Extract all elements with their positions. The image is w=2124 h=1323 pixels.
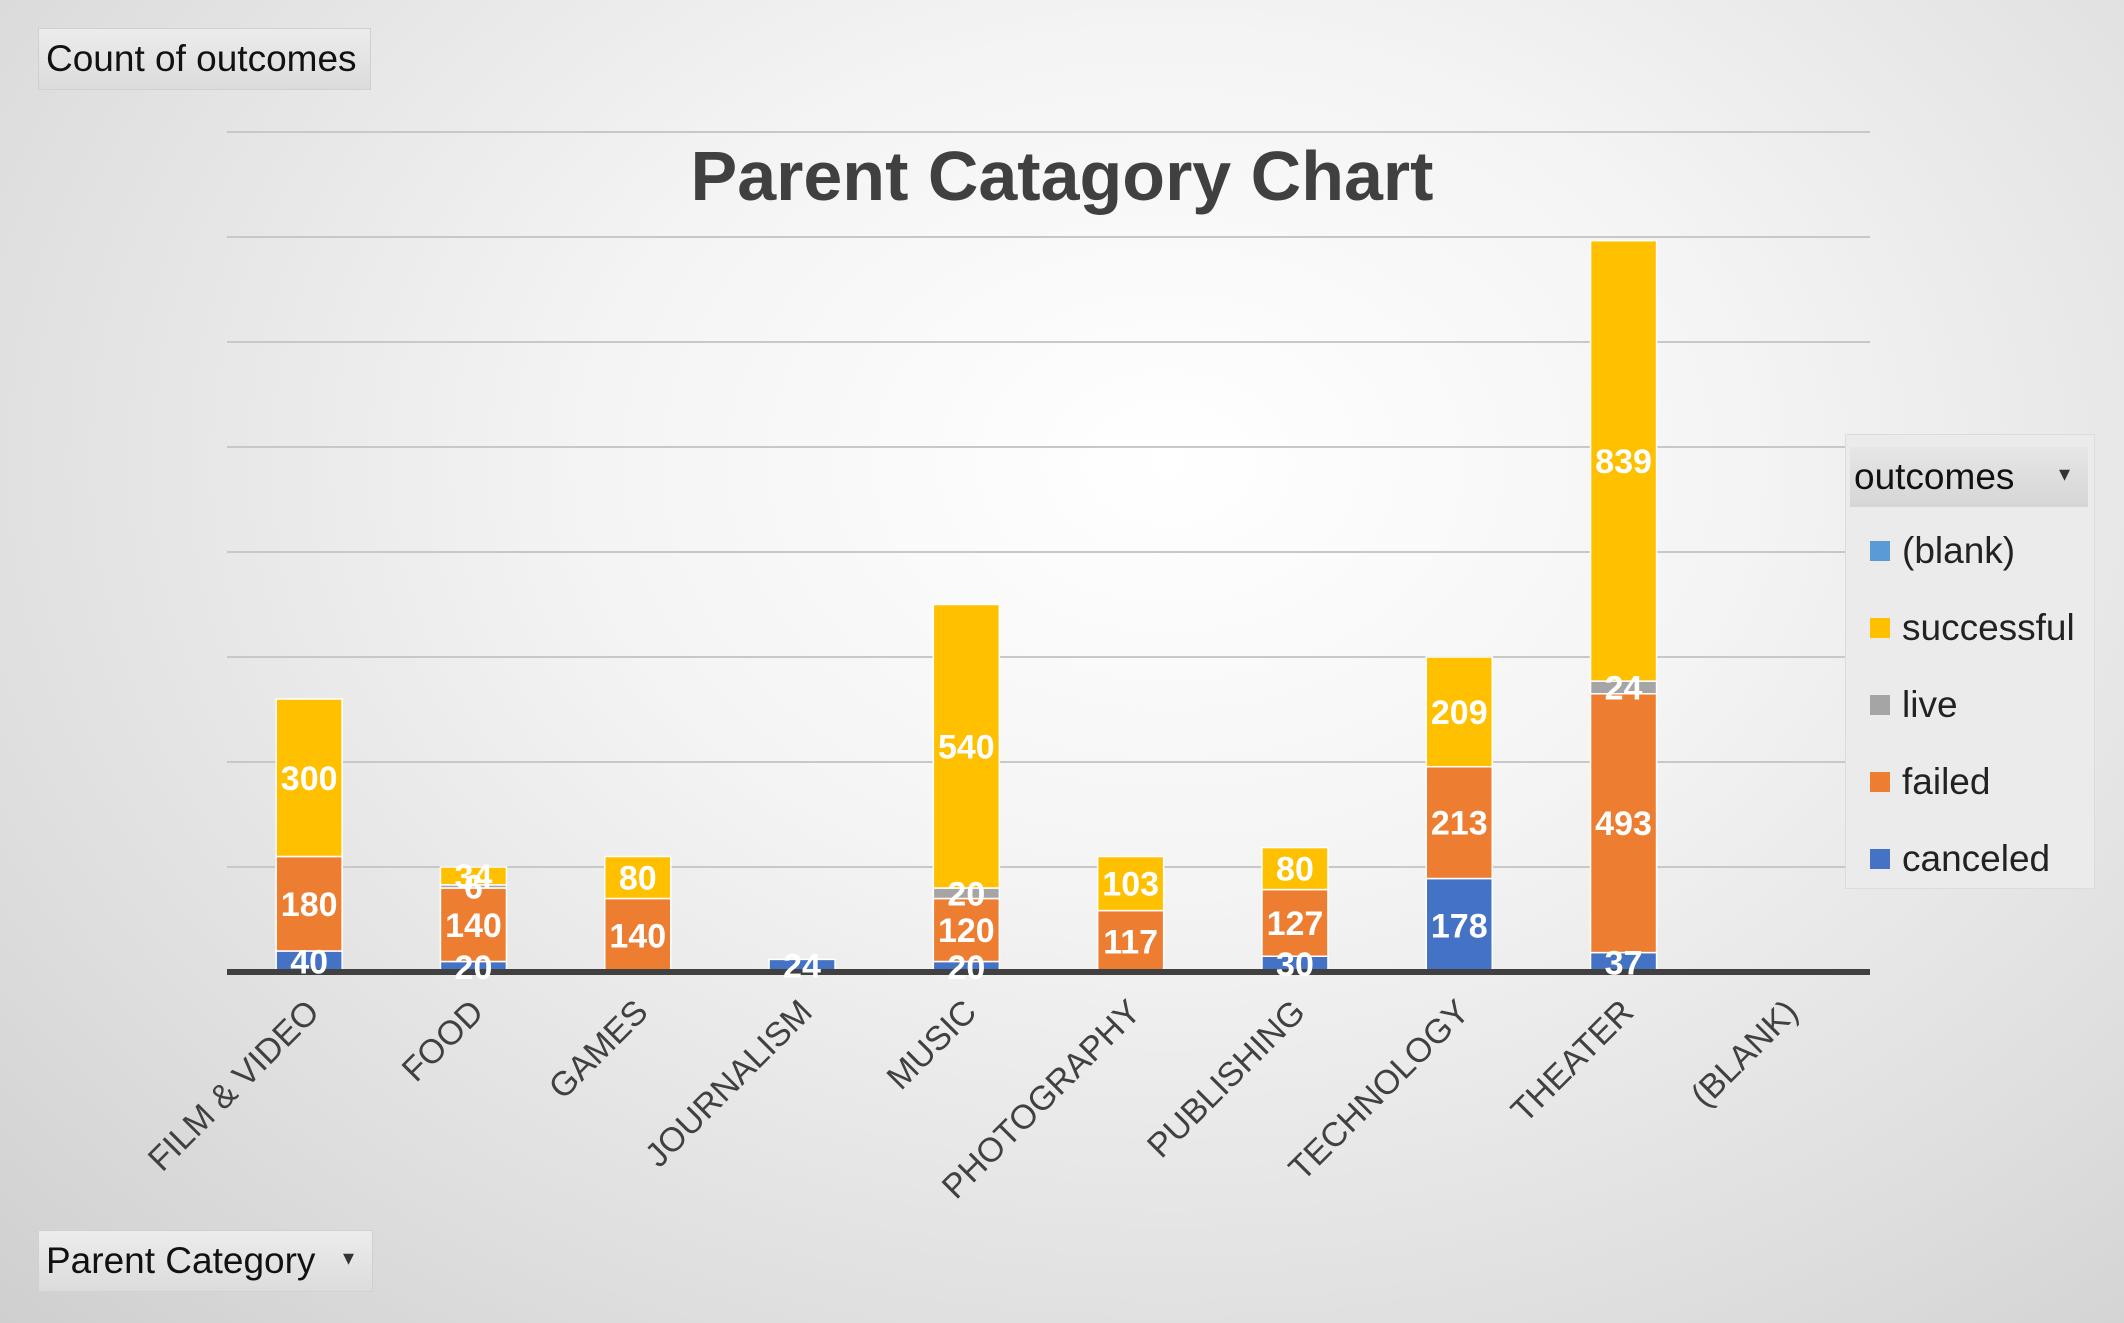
- legend-swatch: [1870, 849, 1890, 869]
- data-label: 24: [783, 948, 821, 986]
- data-label: 839: [1595, 443, 1652, 481]
- data-label: 140: [609, 917, 666, 955]
- data-label: 34: [455, 858, 493, 896]
- legend-field-button[interactable]: outcomes ▾: [1850, 447, 2088, 507]
- data-label: 6: [464, 868, 483, 906]
- legend-item-failed: failed: [1870, 757, 1990, 807]
- legend-item-live: live: [1870, 680, 1958, 730]
- x-tick-label: FOOD: [395, 993, 491, 1089]
- data-label: 103: [1102, 866, 1159, 904]
- data-label: 24: [1605, 669, 1643, 707]
- data-label: 540: [938, 728, 995, 766]
- legend-label: (blank): [1902, 530, 2016, 571]
- values-field-label: Count of outcomes: [46, 38, 357, 79]
- legend-swatch: [1870, 772, 1890, 792]
- data-label: 80: [1276, 851, 1314, 889]
- bar-segment-failed: [439, 887, 508, 963]
- x-tick-label: MUSIC: [880, 993, 984, 1097]
- data-label: 37: [1605, 944, 1643, 982]
- legend-label: failed: [1902, 761, 1991, 802]
- gridlines: [227, 131, 1870, 868]
- bar-segment-failed: [1261, 888, 1329, 958]
- bar-segment-canceled: [1425, 877, 1493, 973]
- chart-title: Parent Catagory Chart: [691, 137, 1434, 215]
- data-label: 20: [947, 875, 985, 913]
- data-label: 178: [1431, 907, 1488, 945]
- legend-swatch: [1870, 541, 1890, 561]
- bar-segment-successful: [1425, 656, 1493, 768]
- data-label: 127: [1267, 905, 1324, 943]
- axis-field-button[interactable]: Parent Category ▾: [38, 1230, 373, 1292]
- chevron-down-icon[interactable]: ▾: [342, 1245, 354, 1270]
- legend-swatch: [1870, 695, 1890, 715]
- data-label: 30: [1276, 946, 1314, 984]
- data-label: 40: [290, 944, 328, 982]
- bar-segment-successful: [1096, 855, 1165, 912]
- legend-label: successful: [1902, 607, 2075, 648]
- x-tick-label: GAMES: [542, 993, 656, 1107]
- data-label: 209: [1431, 694, 1488, 732]
- x-tick-label: TECHNOLOGY: [1282, 993, 1477, 1188]
- bar-segment-successful: [604, 855, 672, 900]
- data-label: 20: [455, 949, 493, 987]
- x-tick-label: THEATER: [1504, 993, 1641, 1130]
- bar-segment-successful: [1261, 846, 1329, 891]
- bar-segment-failed: [932, 897, 1001, 963]
- legend-swatch: [1870, 618, 1890, 638]
- data-label: 140: [445, 907, 502, 945]
- bar-segment-failed: [1589, 693, 1658, 954]
- bar-segment-failed: [1096, 909, 1165, 973]
- data-label: 120: [938, 912, 995, 950]
- bars: [275, 239, 1658, 973]
- x-tick-label: PUBLISHING: [1140, 993, 1313, 1166]
- axis-field-label: Parent Category: [46, 1240, 316, 1281]
- chevron-down-icon[interactable]: ▾: [2058, 461, 2070, 486]
- bar-segment-successful: [1589, 239, 1658, 682]
- bar-segment-successful: [275, 698, 343, 858]
- data-label: 20: [947, 949, 985, 987]
- data-label: 180: [281, 886, 338, 924]
- legend: outcomes ▾ (blank) successful live faile…: [1845, 434, 2095, 889]
- bar-segment-failed: [1425, 765, 1493, 880]
- bar-segment-successful: [439, 866, 508, 886]
- legend-label: canceled: [1902, 838, 2051, 879]
- data-label: 80: [619, 860, 657, 898]
- legend-item-blank: (blank): [1870, 526, 2015, 576]
- x-tick-label: (BLANK): [1684, 993, 1806, 1115]
- data-label: 300: [281, 760, 338, 798]
- legend-label: live: [1902, 684, 1958, 725]
- data-label: 213: [1431, 805, 1488, 843]
- data-label: 493: [1595, 805, 1652, 843]
- legend-item-successful: successful: [1870, 603, 2075, 653]
- bar-segment-successful: [932, 603, 1001, 889]
- bar-segment-failed: [275, 855, 343, 952]
- legend-item-canceled: canceled: [1870, 834, 2050, 884]
- bar-segment-failed: [604, 897, 672, 973]
- legend-field-label: outcomes: [1854, 456, 2015, 497]
- values-field-button[interactable]: Count of outcomes: [38, 28, 371, 90]
- data-label: 117: [1103, 923, 1158, 961]
- x-tick-label: JOURNALISM: [638, 993, 820, 1175]
- x-tick-label: FILM & VIDEO: [141, 993, 327, 1179]
